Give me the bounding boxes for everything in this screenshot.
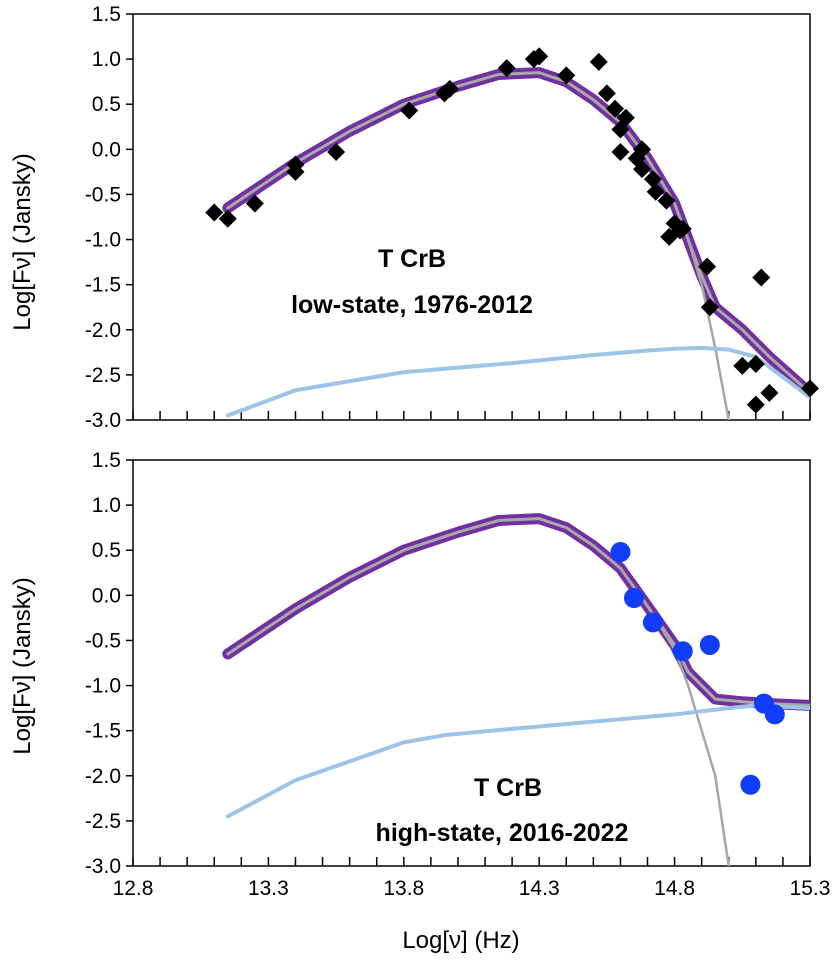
data-point xyxy=(642,612,663,633)
y-tick-label: 1.5 xyxy=(92,3,121,26)
data-point xyxy=(497,59,516,78)
annotation-bottom-line1: T CrB xyxy=(474,774,542,802)
x-tick-label: 13.8 xyxy=(383,877,424,900)
panel-bottom: -3.0 -2.5 -2.0 -1.5 -1.0 -0.5 0.0 0.5 1.0 1.5 12.8… xyxy=(9,449,830,954)
data-point xyxy=(673,219,692,238)
y-tick-label: -1.5 xyxy=(85,274,121,297)
data-point xyxy=(646,182,665,201)
plot-frame xyxy=(132,13,811,421)
plot-frame xyxy=(132,459,811,867)
data-point xyxy=(746,355,765,374)
x-tick-label: 14.8 xyxy=(654,877,695,900)
data-point xyxy=(752,268,771,287)
y-tick-label: -2.5 xyxy=(85,364,121,387)
series-line-hot-component xyxy=(225,703,810,819)
data-point xyxy=(589,52,608,71)
y-tick-label: -1.0 xyxy=(85,229,121,252)
data-point xyxy=(610,542,631,563)
y-tick-label: -3.0 xyxy=(85,409,121,432)
series-line-total-model-inner xyxy=(226,517,810,707)
data-point xyxy=(327,143,346,162)
series-line-total-model-inner xyxy=(226,71,810,395)
y-tick-label: 1.0 xyxy=(92,494,121,517)
data-point xyxy=(633,160,652,179)
data-point xyxy=(623,588,644,609)
data-point xyxy=(400,101,419,120)
y-tick-label: 0.5 xyxy=(92,539,121,562)
y-tick-label: -0.5 xyxy=(85,183,121,206)
x-tick-label: 12.8 xyxy=(113,877,154,900)
data-point xyxy=(700,298,719,317)
data-point xyxy=(633,140,652,159)
annotation-bottom-line2: high-state, 2016-2022 xyxy=(376,819,629,847)
y-axis-title-top: Log[Fν] (Jansky) xyxy=(9,153,36,330)
plot-area-top: -3.0 -2.5 -2.0 -1.5 -1.0 -0.5 0.0 0.5 1.0 1.5 xyxy=(85,3,819,432)
data-point xyxy=(597,84,616,103)
data-point xyxy=(286,162,305,181)
data-point xyxy=(245,194,264,213)
series-group xyxy=(222,513,810,866)
y-tick-label: -1.5 xyxy=(85,720,121,743)
data-point xyxy=(733,356,752,375)
x-tick-label: 13.3 xyxy=(248,877,289,900)
y-tick-label: -0.5 xyxy=(85,629,121,652)
y-tick-label: -3.0 xyxy=(85,855,121,878)
data-point xyxy=(218,209,237,228)
data-point xyxy=(530,47,549,66)
data-point xyxy=(801,379,819,398)
y-tick-label: 0.0 xyxy=(92,584,121,607)
data-point xyxy=(557,66,576,85)
data-point xyxy=(205,203,224,222)
plot-area-bottom: -3.0 -2.5 -2.0 -1.5 -1.0 -0.5 0.0 0.5 1.0 1.5 12.8… xyxy=(85,449,831,900)
y-tick-label: -2.0 xyxy=(85,319,121,342)
series-line-hot-component xyxy=(225,345,810,418)
series-group xyxy=(222,67,810,420)
data-point xyxy=(760,383,779,402)
panel-top: -3.0 -2.5 -2.0 -1.5 -1.0 -0.5 0.0 0.5 1.0 1.5 Log… xyxy=(9,3,819,432)
y-tick-label: 0.5 xyxy=(92,93,121,116)
data-point xyxy=(746,395,765,414)
data-point xyxy=(764,704,785,725)
annotation-top-line1: T CrB xyxy=(378,245,446,273)
data-point xyxy=(699,634,720,655)
data-point xyxy=(616,108,635,127)
data-point xyxy=(740,774,761,795)
data-point xyxy=(657,191,676,210)
data-point xyxy=(440,79,459,98)
y-tick-label: -2.5 xyxy=(85,810,121,833)
data-point xyxy=(698,257,717,276)
y-tick-label: -2.0 xyxy=(85,765,121,788)
y-tick-label: 0.0 xyxy=(92,138,121,161)
y-tick-label: 1.0 xyxy=(92,48,121,71)
y-tick-label: -1.0 xyxy=(85,675,121,698)
x-tick-label: 15.3 xyxy=(790,877,831,900)
data-point xyxy=(611,120,630,139)
series-line-total-model xyxy=(222,67,810,399)
data-point xyxy=(643,170,662,189)
y-tick-label: 1.5 xyxy=(92,449,121,472)
series-line-total-model xyxy=(222,513,810,711)
y-axis-title-bottom: Log[Fν] (Jansky) xyxy=(9,577,36,754)
series-line-cool-component xyxy=(592,544,731,866)
data-point xyxy=(611,143,630,162)
x-tick-label: 14.3 xyxy=(519,877,560,900)
data-point xyxy=(672,641,693,662)
x-axis-title: Log[ν] (Hz) xyxy=(402,927,519,954)
data-point xyxy=(606,99,625,118)
annotation-top-line2: low-state, 1976-2012 xyxy=(291,291,533,319)
